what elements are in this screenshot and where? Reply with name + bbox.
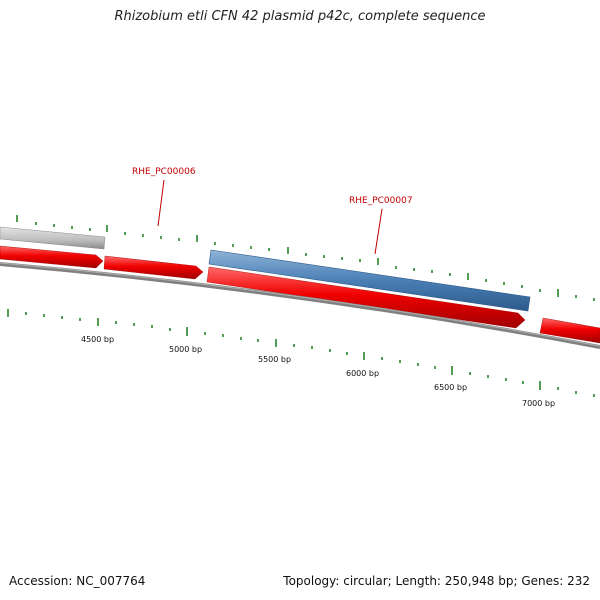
cds-arrow-4[interactable]	[539, 317, 600, 344]
gene-rhe-pc00007-block[interactable]	[208, 249, 531, 312]
scale-label-6000: 6000 bp	[346, 369, 379, 378]
scale-tick-row	[7, 309, 595, 397]
map-title: Rhizobium etli CFN 42 plasmid p42c, comp…	[114, 9, 486, 24]
gene-leader-rhe-pc00007	[374, 208, 383, 255]
gray-gene-block[interactable]	[0, 226, 106, 250]
scale-label-6500: 6500 bp	[434, 383, 467, 392]
cds-arrow-rhe-pc00006[interactable]	[103, 255, 204, 280]
scale-label-4500: 4500 bp	[81, 335, 114, 344]
scale-label-5500: 5500 bp	[258, 355, 291, 364]
cds-arrow-rhe-pc00007[interactable]	[206, 266, 526, 329]
plasmid-backbone-highlight	[0, 262, 600, 347]
gene-label-rhe-pc00007[interactable]: RHE_PC00007	[349, 196, 413, 206]
plasmid-backbone	[0, 262, 600, 349]
accession-text: Accession: NC_007764	[9, 574, 146, 588]
gene-leader-rhe-pc00006	[157, 179, 165, 227]
scale-label-5000: 5000 bp	[169, 345, 202, 354]
gene-label-rhe-pc00006[interactable]: RHE_PC00006	[132, 167, 196, 177]
topology-summary: Topology: circular; Length: 250,948 bp; …	[283, 574, 590, 588]
upper-tick-row	[16, 215, 595, 301]
cds-arrow-1[interactable]	[0, 245, 104, 269]
scale-label-7000: 7000 bp	[522, 399, 555, 408]
